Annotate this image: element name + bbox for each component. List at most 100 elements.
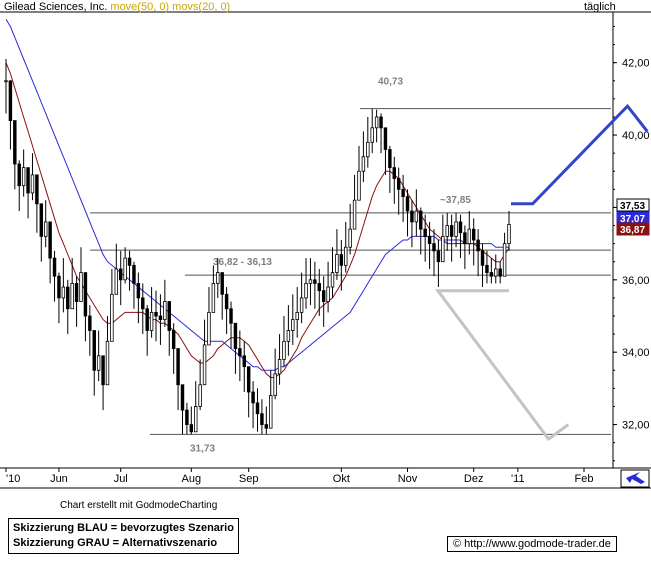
x-tick-label: '11 bbox=[511, 473, 525, 485]
candle-body bbox=[123, 257, 127, 281]
candle-body bbox=[498, 268, 502, 277]
candle-body bbox=[308, 279, 313, 284]
candle-body bbox=[66, 286, 70, 310]
scenario-blue-line bbox=[511, 103, 649, 206]
candle-body bbox=[507, 224, 511, 245]
candle-body bbox=[26, 167, 30, 194]
y-tick-label: 36,00 bbox=[622, 275, 650, 287]
candle-body bbox=[467, 228, 472, 245]
level-annotation: 40,73 bbox=[378, 77, 403, 88]
candle-body bbox=[110, 293, 114, 342]
candle-body bbox=[326, 286, 330, 302]
pan-arrow-icon bbox=[626, 472, 645, 484]
candle-body bbox=[321, 290, 326, 302]
candle-body bbox=[118, 268, 123, 281]
price-tag-value: 37,53 bbox=[620, 201, 645, 212]
source-url[interactable]: © http://www.godmode-trader.de bbox=[447, 536, 617, 552]
candle-body bbox=[370, 127, 374, 143]
x-tick-label: Dez bbox=[464, 473, 484, 485]
candle-body bbox=[220, 272, 224, 295]
y-tick-label: 40,00 bbox=[622, 130, 650, 142]
candle-body bbox=[233, 322, 238, 349]
candle-body bbox=[427, 235, 432, 245]
candle-body bbox=[502, 243, 507, 277]
x-tick-label: Jun bbox=[50, 473, 68, 485]
y-axis-panel bbox=[613, 0, 651, 488]
candle-body bbox=[114, 268, 119, 295]
x-tick-label: Okt bbox=[333, 473, 350, 485]
candle-body bbox=[21, 167, 26, 187]
candle-body bbox=[92, 330, 96, 371]
plot-background bbox=[0, 12, 613, 468]
candle-body bbox=[317, 283, 321, 292]
candle-body bbox=[149, 311, 154, 331]
candle-body bbox=[13, 120, 17, 165]
candle-body bbox=[4, 80, 8, 83]
candle-body bbox=[414, 210, 419, 223]
candle-body bbox=[269, 395, 273, 429]
candle-body bbox=[361, 156, 366, 172]
candle-body bbox=[432, 243, 436, 252]
candle-body bbox=[277, 359, 282, 375]
candle-body bbox=[61, 286, 66, 299]
candle-body bbox=[282, 340, 286, 360]
price-tag bbox=[616, 222, 650, 236]
candle-body bbox=[313, 279, 317, 284]
period-label: täglich bbox=[584, 1, 616, 13]
candle-body bbox=[171, 330, 176, 349]
candle-body bbox=[330, 272, 335, 288]
candle-body bbox=[295, 311, 299, 321]
x-tick-label: Nov bbox=[398, 473, 418, 485]
candle-body bbox=[242, 355, 246, 368]
candle-body bbox=[79, 272, 83, 302]
candle-body bbox=[410, 210, 414, 223]
candle-body bbox=[401, 188, 405, 197]
candle-body bbox=[260, 413, 264, 425]
level-annotation: ~37,85 bbox=[440, 195, 471, 206]
candle-body bbox=[494, 268, 498, 277]
price-tag-value: 37,07 bbox=[620, 214, 645, 225]
x-tick-label: Feb bbox=[575, 473, 594, 485]
candle-body bbox=[449, 225, 454, 237]
candle-body bbox=[35, 174, 39, 205]
x-tick-label: Aug bbox=[182, 473, 202, 485]
candle-body bbox=[445, 225, 449, 237]
y-tick-label: 42,00 bbox=[622, 58, 650, 70]
candle-body bbox=[489, 272, 494, 277]
candle-body bbox=[158, 315, 163, 321]
candle-body bbox=[480, 250, 485, 266]
candle-body bbox=[238, 348, 242, 357]
candles-group bbox=[4, 59, 511, 435]
x-tick-label: '10 bbox=[6, 473, 20, 485]
candle-body bbox=[357, 170, 361, 201]
candle-body bbox=[436, 250, 441, 263]
x-tick-label: Sep bbox=[239, 473, 259, 485]
candle-body bbox=[145, 308, 149, 331]
candle-body bbox=[264, 424, 269, 429]
chart-credit: Chart erstellt mit GodmodeCharting bbox=[60, 500, 218, 511]
candle-body bbox=[441, 235, 445, 263]
candle-body bbox=[39, 203, 44, 237]
candle-body bbox=[198, 384, 202, 407]
candle-body bbox=[352, 199, 357, 230]
candle-body bbox=[286, 330, 291, 342]
scenario-legend: Skizzierung BLAU = bevorzugtes Szenario … bbox=[8, 518, 239, 554]
candle-body bbox=[339, 254, 344, 266]
candle-body bbox=[458, 221, 463, 234]
price-tag bbox=[616, 198, 650, 212]
candle-body bbox=[132, 264, 136, 284]
chart-header: Gilead Sciences, Inc. move(50, 0) movs(2… bbox=[4, 1, 230, 13]
candle-body bbox=[30, 174, 35, 194]
y-tick-label: 34,00 bbox=[622, 347, 650, 359]
candle-body bbox=[463, 232, 467, 245]
candle-body bbox=[344, 246, 348, 266]
candle-body bbox=[405, 196, 410, 212]
candle-body bbox=[57, 275, 61, 299]
candle-body bbox=[211, 283, 216, 313]
candle-body bbox=[304, 283, 308, 299]
candle-body bbox=[83, 272, 88, 317]
candle-body bbox=[392, 167, 397, 179]
candle-body bbox=[291, 319, 295, 331]
x-tick-label: Jul bbox=[114, 473, 128, 485]
